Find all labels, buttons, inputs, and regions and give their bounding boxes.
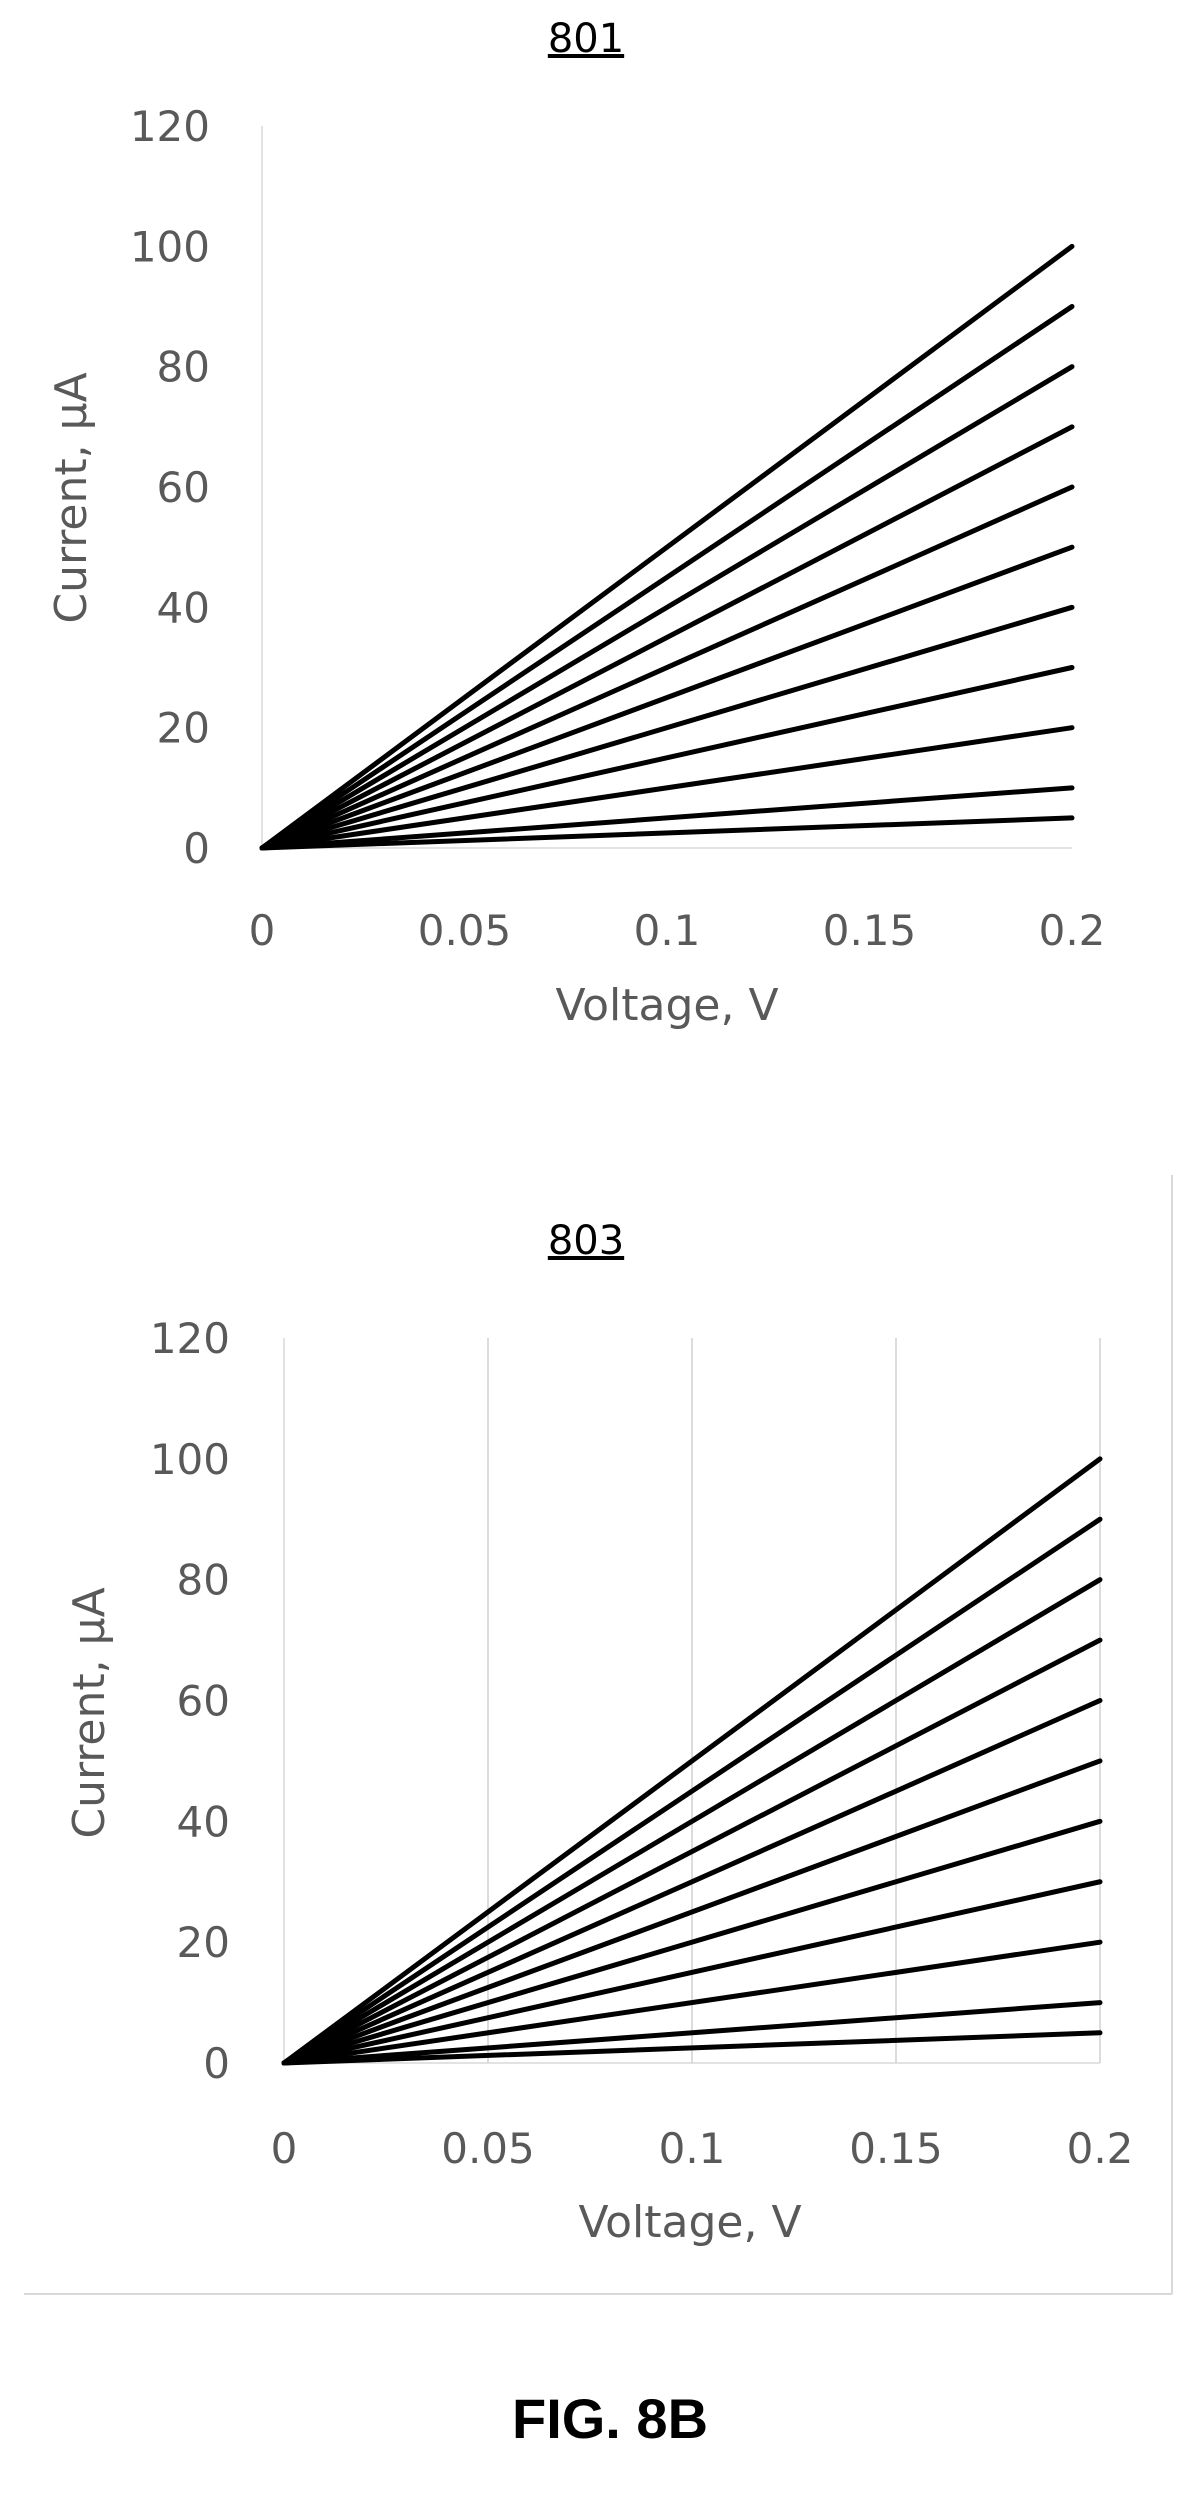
series-lines — [259, 243, 1075, 851]
y-tick-label: 120 — [130, 102, 210, 151]
y-tick-label: 40 — [157, 583, 210, 632]
series-line — [281, 1456, 1103, 2066]
series-line — [259, 544, 1075, 851]
y-tick-label: 80 — [157, 343, 210, 392]
series-line — [281, 1516, 1103, 2066]
y-tick-label: 0 — [203, 2039, 230, 2088]
gridlines — [261, 126, 1072, 849]
series-line — [281, 1637, 1103, 2066]
chart-label: 801 — [548, 16, 624, 62]
x-tick-label: 0.05 — [441, 2124, 535, 2173]
x-tick-label: 0.2 — [1039, 906, 1106, 955]
series-line — [259, 725, 1075, 851]
x-tick-labels: 0 0.05 0.1 0.15 0.2 — [249, 906, 1106, 955]
chart-801: 801 Current, µA Voltage, V 0 20 40 60 80 100 1… — [46, 16, 1105, 1031]
series-line — [259, 785, 1075, 851]
series-line — [259, 484, 1075, 851]
x-tick-label: 0 — [271, 2124, 298, 2173]
x-tick-label: 0.05 — [418, 906, 512, 955]
series-line — [281, 1818, 1103, 2066]
series-line — [259, 243, 1075, 851]
y-tick-label: 60 — [157, 463, 210, 512]
x-tick-label: 0.2 — [1067, 2124, 1134, 2173]
x-axis-title: Voltage, V — [578, 2197, 801, 2248]
series-line — [259, 424, 1075, 851]
y-axis-title: Current, µA — [64, 1587, 115, 1838]
series-line — [281, 1577, 1103, 2066]
series-line — [281, 2030, 1103, 2066]
y-tick-label: 100 — [130, 222, 210, 271]
chart-label: 803 — [548, 1218, 624, 1264]
figure-caption: FIG. 8B — [512, 2387, 708, 2450]
y-axis-title: Current, µA — [46, 372, 97, 623]
x-tick-label: 0 — [249, 906, 276, 955]
x-axis-title: Voltage, V — [555, 980, 778, 1031]
series-line — [281, 1758, 1103, 2066]
series-line — [281, 1939, 1103, 2066]
series-line — [259, 604, 1075, 851]
y-tick-labels: 0 20 40 60 80 100 120 — [130, 102, 210, 873]
series-lines — [281, 1456, 1103, 2066]
y-tick-label: 20 — [157, 704, 210, 753]
y-tick-label: 0 — [183, 824, 210, 873]
series-line — [259, 364, 1075, 851]
series-line — [281, 1698, 1103, 2066]
series-line — [259, 815, 1075, 851]
y-tick-label: 100 — [150, 1435, 230, 1484]
y-tick-label: 40 — [177, 1797, 230, 1846]
gridlines — [283, 1338, 1101, 2064]
y-tick-label: 80 — [177, 1556, 230, 1605]
y-tick-label: 120 — [150, 1314, 230, 1363]
series-line — [259, 665, 1075, 851]
x-tick-label: 0.15 — [823, 906, 917, 955]
x-tick-labels: 0 0.05 0.1 0.15 0.2 — [271, 2124, 1134, 2173]
series-line — [281, 1879, 1103, 2066]
y-tick-labels: 0 20 40 60 80 100 120 — [150, 1314, 230, 2088]
x-tick-label: 0.1 — [659, 2124, 726, 2173]
y-tick-label: 20 — [177, 1918, 230, 1967]
series-line — [259, 304, 1075, 851]
x-tick-label: 0.15 — [849, 2124, 943, 2173]
y-tick-label: 60 — [177, 1677, 230, 1726]
x-tick-label: 0.1 — [634, 906, 701, 955]
series-line — [281, 2000, 1103, 2066]
chart-803: 803 Current, µA Voltage, V 0 20 40 60 80 100 1… — [24, 1175, 1173, 2295]
